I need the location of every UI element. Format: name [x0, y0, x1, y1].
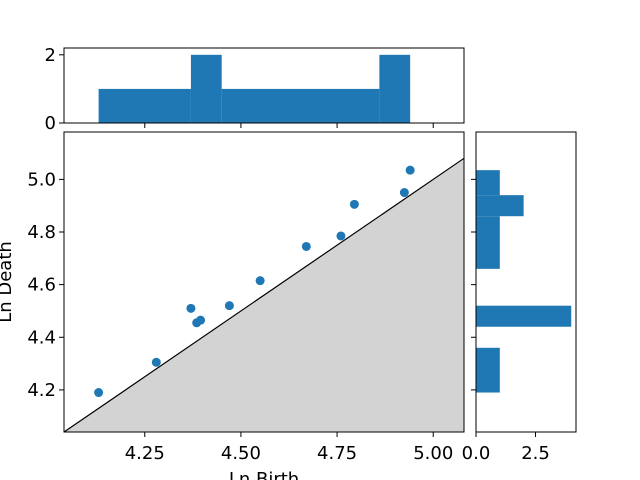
right-hist-bar-3 — [476, 195, 524, 217]
right-hist-bar-4 — [476, 170, 500, 196]
right-hist-bar-0 — [476, 347, 500, 393]
main-plot-frame — [63, 131, 465, 433]
scatter-points — [94, 165, 415, 398]
main-scatter-axes: 4.25 4.50 4.75 5.00 4.2 4.4 4.6 4.8 5.0 Ln Birt… — [0, 131, 465, 480]
scatter-point-8 — [336, 231, 346, 241]
right-hist-bar-2 — [476, 216, 500, 269]
right-histogram-ticks: 0.0 2.5 — [462, 178, 550, 464]
x-tick-label: 4.75 — [317, 443, 357, 464]
top-histogram-ticks: 02 — [45, 45, 434, 134]
right-hist-x-tick-label: 0.0 — [462, 443, 491, 464]
scatter-point-7 — [301, 241, 311, 251]
main-y-ticks: 4.2 4.4 4.6 4.8 5.0 — [27, 169, 64, 401]
scatter-point-1 — [151, 357, 161, 367]
scatter-point-9 — [349, 199, 359, 209]
x-tick-label: 4.25 — [125, 443, 165, 464]
top-hist-bar-1 — [190, 54, 222, 124]
scatter-point-4 — [196, 315, 206, 325]
y-tick-label: 4.6 — [27, 275, 56, 296]
y-tick-label: 4.8 — [27, 222, 56, 243]
right-histogram-frame — [475, 131, 577, 433]
right-histogram-bars — [476, 170, 572, 393]
y-tick-label: 4.2 — [27, 380, 56, 401]
scatter-point-2 — [186, 303, 196, 313]
x-tick-label: 5.00 — [413, 443, 453, 464]
top-hist-bar-2 — [221, 88, 380, 123]
right-hist-bar-1 — [476, 305, 572, 327]
scatter-point-10 — [399, 188, 409, 198]
top-hist-y-tick-label: 0 — [45, 113, 56, 134]
x-tick-label: 4.50 — [221, 443, 261, 464]
main-x-ticks: 4.25 4.50 4.75 5.00 — [125, 432, 453, 464]
top-histogram-axes: 02 — [45, 45, 465, 134]
scatter-point-0 — [94, 388, 104, 398]
top-histogram-frame — [63, 47, 465, 124]
x-axis-label: Ln Birth — [229, 469, 299, 480]
top-histogram-bars — [98, 54, 411, 124]
top-hist-y-tick-label: 2 — [45, 45, 56, 66]
top-hist-bar-0 — [98, 88, 191, 123]
scatter-point-5 — [224, 301, 234, 311]
right-hist-x-tick-label: 2.5 — [521, 443, 550, 464]
top-hist-bar-3 — [379, 54, 411, 124]
scatter-point-11 — [405, 165, 415, 175]
scatter-point-6 — [255, 276, 265, 286]
diagonal-line — [63, 157, 465, 433]
y-axis-label: Ln Death — [0, 241, 16, 323]
right-histogram-axes: 0.0 2.5 — [462, 131, 577, 464]
y-tick-label: 5.0 — [27, 169, 56, 190]
y-tick-label: 4.4 — [27, 327, 56, 348]
